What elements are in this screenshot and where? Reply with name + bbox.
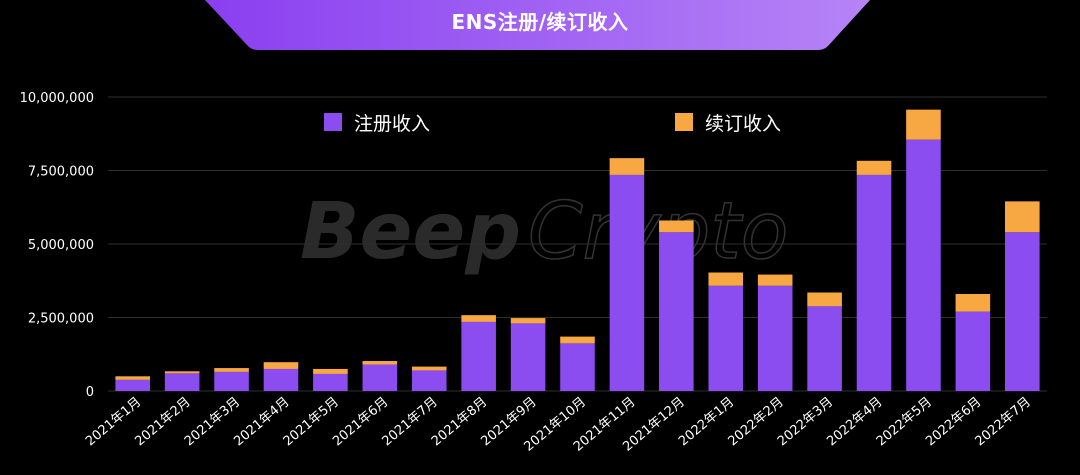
watermark-logo: Beep Crypto — [300, 186, 789, 278]
chart-title: ENS注册/续订收入 — [451, 10, 629, 34]
bar-renewal — [214, 368, 249, 372]
bar-renewal — [807, 292, 842, 307]
bar-registration — [856, 174, 892, 391]
y-axis-ticks: 0 2,500,000 5,000,000 7,500,000 10,000,000 — [20, 91, 94, 400]
legend-label-renewal: 续订收入 — [705, 113, 781, 135]
bar-registration — [362, 364, 398, 391]
bars — [115, 109, 1040, 391]
bar-renewal — [955, 293, 991, 312]
y-tick-label: 5,000,000 — [28, 238, 94, 253]
bar-registration — [560, 343, 595, 391]
bar-renewal — [757, 274, 793, 286]
bar-registration — [263, 368, 299, 391]
y-tick-label: 0 — [86, 385, 94, 400]
bar-registration — [461, 321, 496, 391]
bar-registration — [214, 371, 249, 391]
bar-registration — [807, 306, 842, 391]
watermark-text-bold: Beep — [300, 187, 521, 277]
bar-registration — [757, 285, 793, 391]
bar-registration — [1004, 232, 1040, 391]
bar-registration — [510, 323, 546, 391]
bar-renewal — [906, 109, 941, 140]
watermark-text-light: Crypto — [528, 187, 789, 277]
bar-registration — [708, 285, 744, 391]
bar-registration — [609, 174, 645, 391]
bar-renewal — [708, 272, 744, 286]
bar-renewal — [115, 376, 151, 380]
bar-renewal — [560, 336, 595, 344]
bar-renewal — [362, 361, 398, 365]
bar-registration — [906, 139, 941, 391]
x-axis-ticks: 2021年1月2021年2月2021年3月2021年4月2021年5月2021年… — [83, 395, 1034, 455]
bar-registration — [115, 379, 151, 391]
bar-registration — [955, 311, 991, 391]
bar-renewal — [510, 318, 546, 324]
y-tick-label: 7,500,000 — [28, 165, 94, 180]
x-tick-label: 2022年7月 — [973, 395, 1034, 450]
bar-registration — [313, 373, 348, 391]
bar-renewal — [1004, 201, 1040, 233]
legend-swatch-renewal — [675, 113, 693, 131]
legend-swatch-registration — [324, 113, 342, 131]
bar-renewal — [411, 366, 447, 371]
legend-label-registration: 注册收入 — [354, 113, 430, 135]
bar-renewal — [263, 362, 299, 369]
y-tick-label: 2,500,000 — [28, 312, 94, 327]
bar-registration — [659, 232, 694, 391]
legend: 注册收入 续订收入 — [324, 113, 781, 135]
bar-renewal — [659, 220, 694, 233]
bar-renewal — [313, 368, 348, 374]
bar-renewal — [461, 315, 496, 322]
bar-renewal — [609, 158, 645, 175]
y-tick-label: 10,000,000 — [20, 91, 94, 106]
bar-registration — [411, 370, 447, 391]
bar-renewal — [856, 160, 892, 175]
title-banner — [205, 0, 870, 50]
bar-registration — [164, 373, 200, 391]
bar-renewal — [164, 371, 200, 374]
